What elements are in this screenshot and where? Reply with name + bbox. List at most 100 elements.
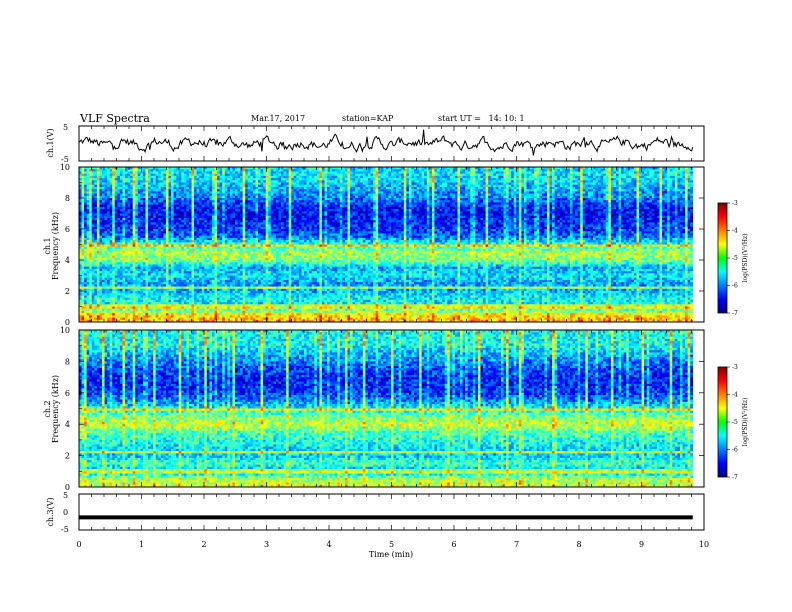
spectrogram-cell <box>105 245 108 248</box>
spectrogram-cell <box>115 267 118 270</box>
spectrogram-cell <box>112 216 115 219</box>
spectrogram-cell <box>112 258 115 261</box>
spectrogram-cell <box>110 225 113 228</box>
spectrogram-cell <box>94 249 97 252</box>
spectrogram-cell <box>84 231 87 234</box>
spectrogram-cell <box>97 273 100 276</box>
spectrogram-cell <box>107 260 110 263</box>
spectrogram-cell <box>110 315 113 318</box>
spectrogram-cell <box>89 291 92 294</box>
spectrogram-cell <box>94 220 97 223</box>
spectrogram-cell <box>89 260 92 263</box>
spectrogram-cell <box>99 260 102 263</box>
spectrogram-cell <box>112 233 115 236</box>
spectrogram-cell <box>99 180 102 183</box>
spectrogram-cell <box>105 242 108 245</box>
spectrogram-cell <box>99 295 102 298</box>
spectrogram-cell <box>84 194 87 197</box>
spectrogram-cell <box>102 171 105 174</box>
spectrogram-cell <box>107 280 110 283</box>
spectrogram-cell <box>97 229 100 232</box>
spectrogram-cell <box>99 271 102 274</box>
spectrogram-cell <box>110 242 113 245</box>
spectrogram-cell <box>82 271 85 274</box>
spectrogram-cell <box>115 295 118 298</box>
spectrogram-cell <box>87 295 90 298</box>
spectrogram-cell <box>105 264 108 267</box>
spectrogram-cell <box>112 220 115 223</box>
spectrogram-cell <box>99 256 102 259</box>
spectrogram-cell <box>84 302 87 305</box>
spectrogram-cell <box>107 183 110 186</box>
spectrogram-cell <box>110 233 113 236</box>
spectrogram-cell <box>107 240 110 243</box>
spectrogram-cell <box>105 209 108 212</box>
spectrogram-cell <box>99 229 102 232</box>
spectrogram-cell <box>97 304 100 307</box>
spectrogram-cell <box>92 225 95 228</box>
spectrogram-cell <box>99 245 102 248</box>
spectrogram-cell <box>97 207 100 210</box>
spectrogram-cell <box>112 231 115 234</box>
spectrogram-cell <box>102 180 105 183</box>
spectrogram-cell <box>92 269 95 272</box>
spectrogram-cell <box>102 293 105 296</box>
spectrogram-cell <box>84 304 87 307</box>
spectrogram-cell <box>84 249 87 252</box>
spectrogram-cell <box>92 205 95 208</box>
spectrogram-cell <box>89 231 92 234</box>
spectrogram-cell <box>82 198 85 201</box>
spectrogram-cell <box>110 304 113 307</box>
spectrogram-cell <box>94 273 97 276</box>
spectrogram-cell <box>99 176 102 179</box>
spectrogram-cell <box>110 251 113 254</box>
spectrogram-cell <box>84 253 87 256</box>
spectrogram-cell <box>105 211 108 214</box>
spectrogram-cell <box>82 253 85 256</box>
spectrogram-cell <box>99 207 102 210</box>
spectrogram-cell <box>99 287 102 290</box>
spectrogram-cell <box>99 318 102 321</box>
spectrogram-cell <box>82 174 85 177</box>
spectrogram-cell <box>87 233 90 236</box>
spectrogram-cell <box>82 202 85 205</box>
spectrogram-cell <box>99 205 102 208</box>
spectrogram-cell <box>92 309 95 312</box>
spectrogram-cell <box>102 269 105 272</box>
spectrogram-cell <box>107 178 110 181</box>
spectrogram-cell <box>92 291 95 294</box>
spectrogram-cell <box>99 202 102 205</box>
spectrogram-cell <box>99 233 102 236</box>
spectrogram-cell <box>92 227 95 230</box>
spectrogram-cell <box>87 287 90 290</box>
spectrogram-cell <box>99 185 102 188</box>
spectrogram-cell <box>102 251 105 254</box>
spectrogram-cell <box>115 171 118 174</box>
spectrogram-cell <box>115 282 118 285</box>
vlf-figure: 5 -5 ch.1(V) 0246810 ch.1 Frequency (kHz… <box>0 0 792 612</box>
spectrogram-cell <box>84 287 87 290</box>
spectrogram-cell <box>97 236 100 239</box>
spectrogram-cell <box>105 247 108 250</box>
spectrogram-cell <box>89 313 92 316</box>
spectrogram-cell <box>102 202 105 205</box>
spectrogram-cell <box>84 258 87 261</box>
spectrogram-cell <box>92 318 95 321</box>
spectrogram-cell <box>97 302 100 305</box>
spectrogram-cell <box>110 280 113 283</box>
spectrogram-cell <box>115 256 118 259</box>
spectrogram-cell <box>105 240 108 243</box>
spectrogram-cell <box>97 262 100 265</box>
spectrogram-cell <box>87 229 90 232</box>
spectrogram-cell <box>102 205 105 208</box>
spectrogram-cell <box>97 222 100 225</box>
spectrogram-cell <box>82 189 85 192</box>
spectrogram-cell <box>115 242 118 245</box>
spectrogram-cell <box>99 183 102 186</box>
spectrogram-cell <box>110 284 113 287</box>
spectrogram-cell <box>89 304 92 307</box>
spectrogram-cell <box>89 189 92 192</box>
spectrogram-cell <box>99 171 102 174</box>
spectrogram-cell <box>110 207 113 210</box>
spectrogram-cell <box>84 284 87 287</box>
